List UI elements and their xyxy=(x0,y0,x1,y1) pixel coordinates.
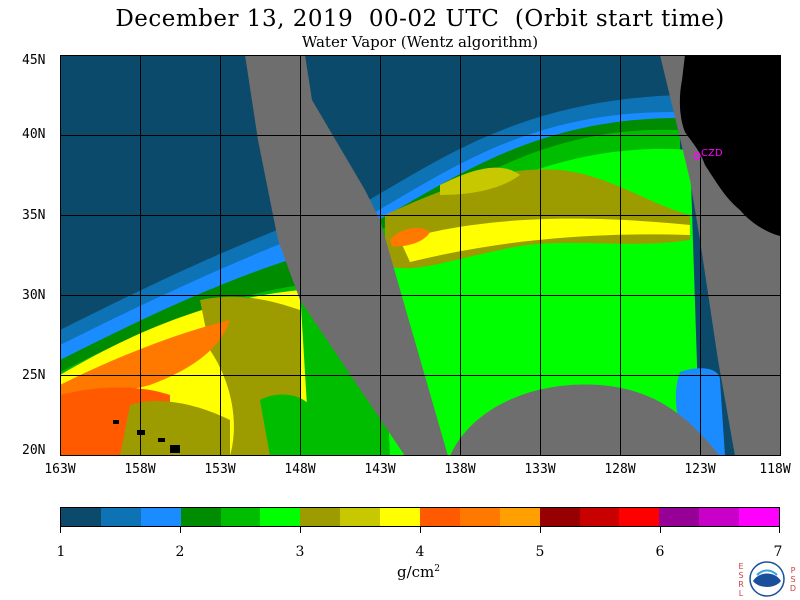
lon-label-123: 123W xyxy=(684,462,716,477)
logo-letter: P xyxy=(790,566,796,575)
field-green-sw xyxy=(260,394,320,456)
lat-label-40: 40N xyxy=(22,127,46,142)
colorbar-label-3: 3 xyxy=(295,544,305,560)
swath-gap-center xyxy=(245,55,448,456)
swath-gap-south xyxy=(450,384,720,456)
lon-label-158: 158W xyxy=(124,462,156,477)
units-superscript: 2 xyxy=(434,564,441,574)
colorbar-swatch xyxy=(459,508,500,526)
colorbar-tick xyxy=(779,527,780,533)
lat-lon-grid xyxy=(60,55,780,456)
field-olive-sw-2 xyxy=(120,400,230,456)
lat-label-25: 25N xyxy=(22,368,46,383)
colorbar-swatch xyxy=(499,508,540,526)
lon-label-143: 143W xyxy=(364,462,396,477)
lon-label-118: 118W xyxy=(759,462,791,477)
lat-label-20: 20N xyxy=(22,443,46,458)
esrl-letters: E S R L xyxy=(737,562,745,598)
colorbar-swatch xyxy=(579,508,620,526)
colorbar-tick xyxy=(540,527,541,533)
colorbar-label-2: 2 xyxy=(175,544,185,560)
island-1 xyxy=(113,420,119,424)
lat-label-45: 45N xyxy=(22,53,46,68)
colorbar-swatch xyxy=(180,508,221,526)
station-label: CZD xyxy=(701,148,723,159)
lon-label-148: 148W xyxy=(284,462,316,477)
field-yellow-ne-2 xyxy=(400,218,690,262)
lon-label-163: 163W xyxy=(44,462,76,477)
field-orange-sw-1 xyxy=(60,320,230,410)
lon-label-128: 128W xyxy=(604,462,636,477)
colorbar-label-4: 4 xyxy=(415,544,425,560)
colorbar-label-6: 6 xyxy=(655,544,665,560)
colorbar-label-1: 1 xyxy=(56,544,66,560)
colorbar xyxy=(60,507,780,527)
lon-label-153: 153W xyxy=(204,462,236,477)
colorbar-swatch xyxy=(140,508,181,526)
noaa-logo-icon xyxy=(749,561,785,597)
colorbar-swatch xyxy=(539,508,580,526)
colorbar-swatch xyxy=(739,508,780,526)
logo-letter: D xyxy=(789,584,797,593)
colorbar-tick xyxy=(60,527,61,533)
units-text: g/cm xyxy=(397,563,435,581)
colorbar-label-5: 5 xyxy=(535,544,545,560)
logo-letter: E xyxy=(738,562,744,571)
colorbar-tick xyxy=(660,527,661,533)
lon-label-138: 138W xyxy=(444,462,476,477)
map-subtitle: Water Vapor (Wentz algorithm) xyxy=(301,33,539,51)
colorbar-label-7: 7 xyxy=(773,544,783,560)
colorbar-swatch xyxy=(380,508,421,526)
colorbar-swatch xyxy=(340,508,381,526)
logo-letter: S xyxy=(790,575,796,584)
map-frame xyxy=(60,55,781,456)
colorbar-tick xyxy=(180,527,181,533)
colorbar-swatch xyxy=(699,508,740,526)
colorbar-swatch xyxy=(260,508,301,526)
colorbar-swatch xyxy=(659,508,700,526)
lat-label-30: 30N xyxy=(22,288,46,303)
map-title: December 13, 2019 00-02 UTC (Orbit start… xyxy=(115,6,725,32)
island-3 xyxy=(158,438,165,442)
logo-letter: R xyxy=(738,580,744,589)
lat-label-35: 35N xyxy=(22,208,46,223)
colorbar-swatch xyxy=(420,508,460,526)
colorbar-swatch xyxy=(220,508,261,526)
colorbar-swatch xyxy=(619,508,660,526)
field-orange-ne xyxy=(390,227,430,247)
island-4 xyxy=(170,445,180,453)
colorbar-tick xyxy=(420,527,421,533)
map-field xyxy=(60,55,780,456)
colorbar-tick xyxy=(300,527,301,533)
lon-label-133: 133W xyxy=(524,462,556,477)
land-mass xyxy=(679,55,780,236)
logo-letter: S xyxy=(738,571,744,580)
colorbar-units: g/cm2 xyxy=(397,563,440,581)
noaa-logo-area: E S R L P S D xyxy=(737,558,797,600)
logo-letter: L xyxy=(738,589,744,598)
colorbar-swatch xyxy=(100,508,141,526)
station-marker xyxy=(693,152,701,160)
colorbar-swatch xyxy=(61,508,101,526)
colorbar-swatch xyxy=(300,508,341,526)
psd-letters: P S D xyxy=(789,566,797,593)
